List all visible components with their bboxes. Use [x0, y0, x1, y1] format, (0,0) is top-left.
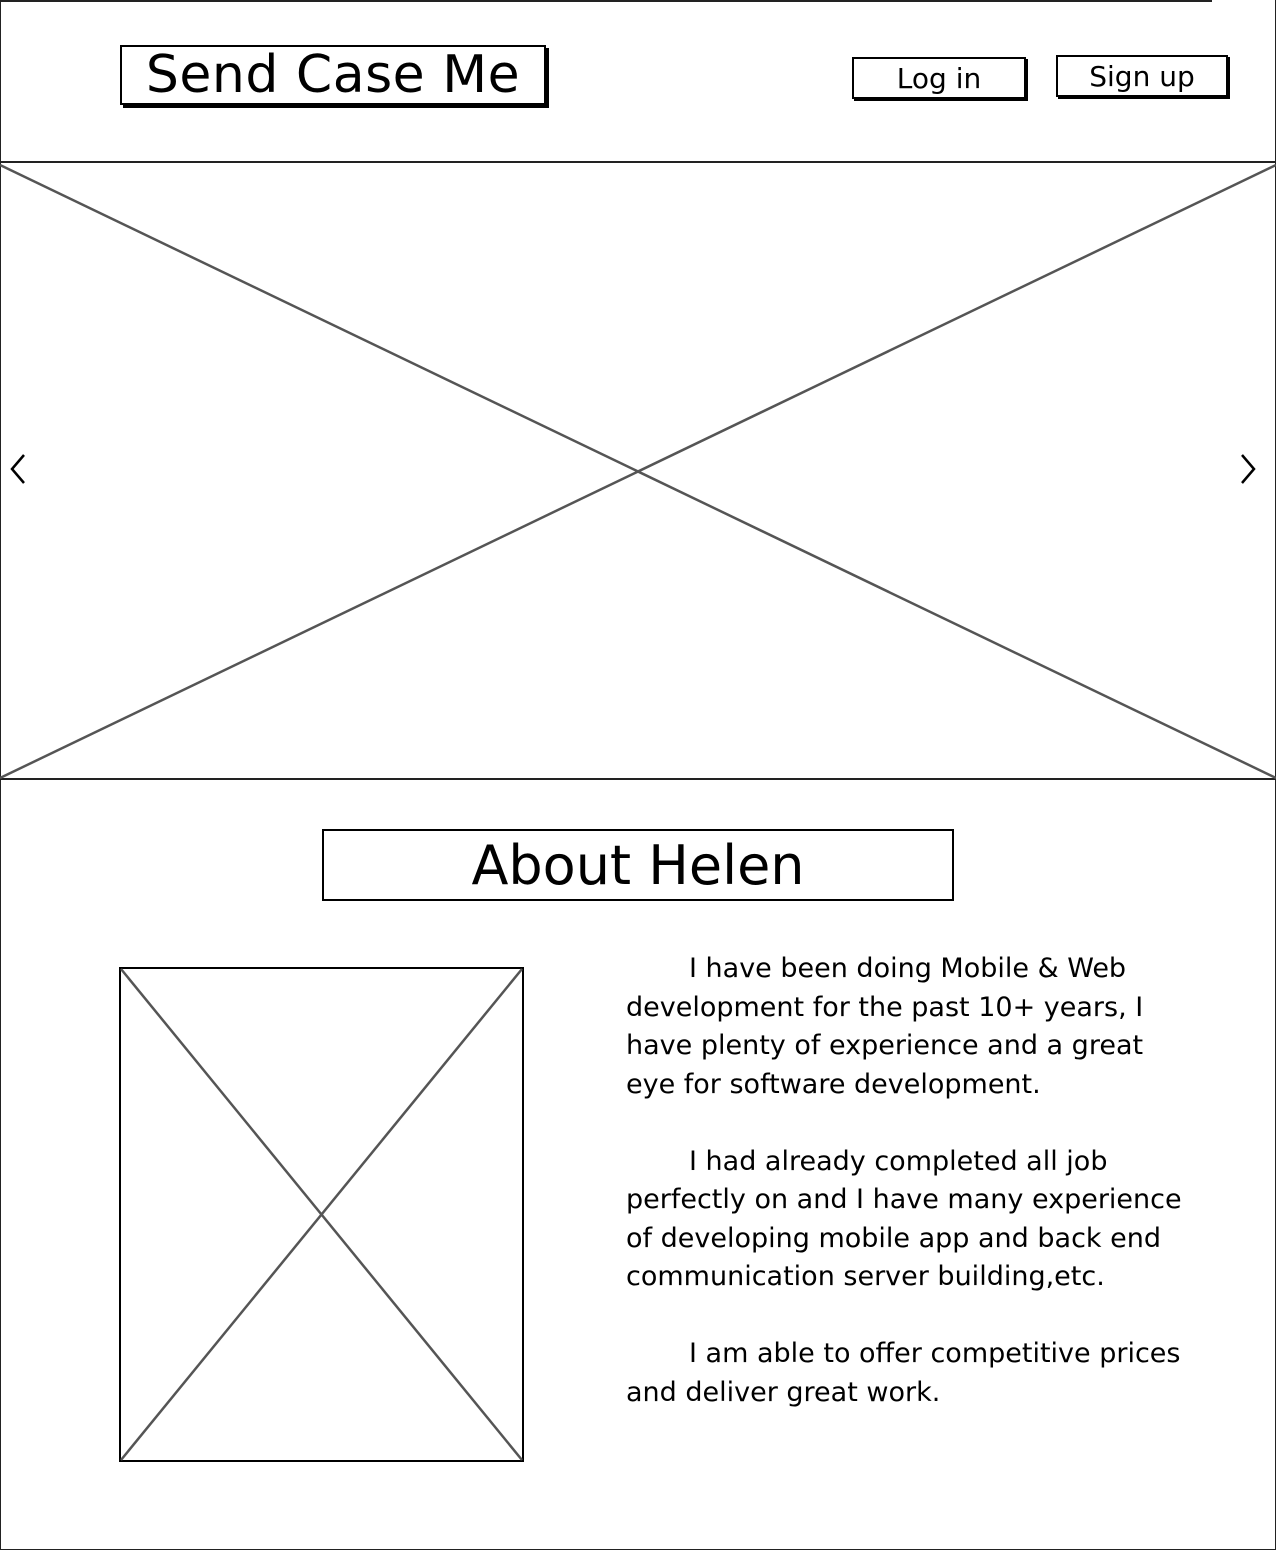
- about-title: About Helen: [322, 829, 954, 901]
- hero-carousel: [0, 161, 1276, 780]
- chevron-left-icon: [10, 454, 25, 484]
- top-border: [0, 0, 1212, 2]
- carousel-prev-button[interactable]: [8, 453, 38, 493]
- login-button[interactable]: Log in: [852, 57, 1026, 99]
- about-paragraph: I have been doing Mobile & Web developme…: [626, 953, 1144, 1100]
- carousel-next-button[interactable]: [1238, 453, 1268, 493]
- signup-button[interactable]: Sign up: [1056, 55, 1228, 97]
- about-paragraph: I am able to offer competitive prices an…: [626, 1338, 1181, 1408]
- about-description: I have been doing Mobile & Web developme…: [626, 950, 1186, 1451]
- hero-image-placeholder: [0, 163, 1276, 780]
- profile-photo-placeholder: [119, 967, 524, 1462]
- chevron-right-icon: [1241, 454, 1256, 484]
- about-paragraph: I had already completed all job perfectl…: [626, 1145, 1182, 1293]
- site-logo[interactable]: Send Case Me: [120, 45, 546, 105]
